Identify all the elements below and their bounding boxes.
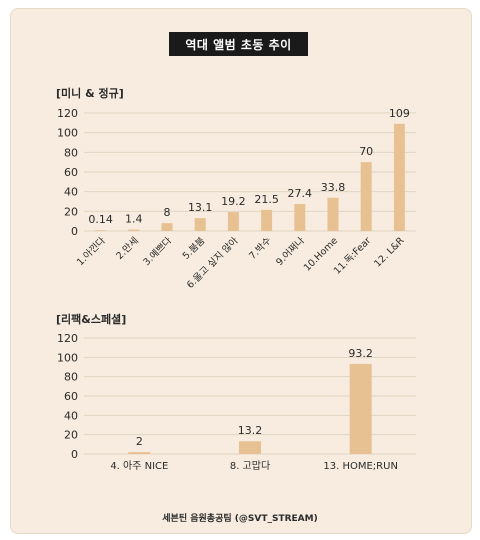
chart1-plot: 0204060801001200.141.아낀다1.42.만세83.예쁘다13.… [57,107,416,291]
footer-credit: 세븐틴 음원총공팀 (@SVT_STREAM) [162,514,318,524]
chart1-title: [미니 & 정규] [56,87,124,100]
data-label: 21.5 [254,193,279,206]
data-label: 33.8 [321,181,346,194]
y-tick-label: 20 [64,205,78,218]
bar [95,230,107,231]
y-tick-label: 20 [64,429,78,442]
y-tick-label: 0 [71,448,78,461]
data-label: 13.1 [188,201,213,214]
data-label: 109 [389,107,410,120]
x-tick-label: 13. HOME;RUN [323,461,398,472]
data-label: 13.2 [238,424,263,437]
data-label: 2 [136,435,143,448]
bar [194,218,206,231]
data-label: 70 [359,145,373,158]
bar [161,223,173,231]
bar [227,212,239,231]
bar [393,123,405,231]
x-tick-label: 4. 아주 NICE [110,460,168,472]
y-tick-label: 0 [71,225,78,238]
bar [349,363,372,454]
data-label: 93.2 [348,347,373,360]
y-tick-label: 80 [64,371,78,384]
y-tick-label: 40 [64,186,78,199]
page-title: 역대 앨범 초동 추이 [169,32,308,56]
y-tick-label: 40 [64,409,78,422]
bar [128,229,140,231]
bar [327,197,339,231]
y-tick-label: 120 [57,107,78,120]
bar [294,204,306,231]
y-tick-label: 60 [64,390,78,403]
bar [261,209,273,231]
y-tick-label: 60 [64,166,78,179]
x-tick-label: 8. 고맙다 [230,460,270,472]
y-tick-label: 120 [57,332,78,345]
bar [128,452,151,454]
data-label: 1.4 [125,213,143,226]
data-label: 19.2 [221,195,246,208]
y-tick-label: 100 [57,351,78,364]
chart2-title: [리팩&스페셜] [56,313,127,326]
y-tick-label: 80 [64,146,78,159]
bar [239,441,261,454]
data-label: 0.14 [88,213,113,226]
data-label: 27.4 [288,187,313,200]
y-tick-label: 100 [57,127,78,140]
data-label: 8 [164,206,171,219]
bar [360,162,372,231]
